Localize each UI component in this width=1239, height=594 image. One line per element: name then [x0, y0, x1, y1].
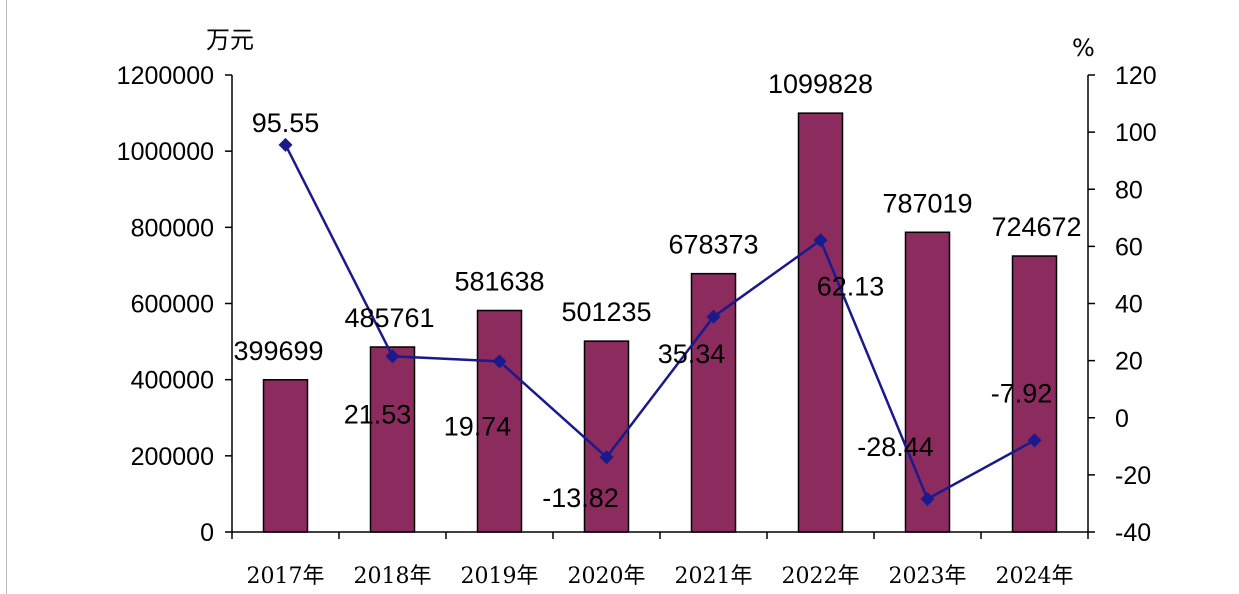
line-marker [278, 137, 293, 152]
left-axis-tick-label: 200000 [131, 443, 214, 471]
left-axis-tick-label: 800000 [131, 214, 214, 242]
line-value-label: 62.13 [817, 271, 885, 301]
growth-rate-line-series [278, 137, 1042, 506]
right-axis-tick-label: 40 [1115, 291, 1143, 319]
line-value-label: 19.74 [444, 411, 512, 441]
line-marker [385, 349, 400, 364]
bar-value-label: 678373 [668, 230, 758, 260]
right-axis-tick-label: 120 [1115, 62, 1157, 90]
bar-value-label: 787019 [882, 188, 972, 218]
line-value-label: -7.92 [991, 378, 1053, 408]
bar-value-label: 724672 [991, 212, 1081, 242]
line-value-label: 95.55 [252, 108, 320, 138]
right-axis-tick-label: -20 [1115, 462, 1151, 490]
right-axis-tick-label: 0 [1115, 405, 1129, 433]
right-axis-tick-label: -40 [1115, 519, 1151, 547]
bar-value-label: 399699 [233, 336, 323, 366]
x-axis-category-label: 2018年 [354, 564, 432, 589]
bar [262, 379, 309, 533]
line-value-label: 35.34 [658, 339, 726, 369]
line-value-label: -13.82 [542, 483, 619, 513]
data-labels: 399699 485761 581638 501235 678373 1099828 787… [233, 69, 1081, 513]
x-axis-category-label: 2024年 [996, 564, 1074, 589]
line-value-label: 21.53 [344, 399, 412, 429]
line-marker [706, 309, 721, 324]
right-axis-tick-label: 80 [1115, 176, 1143, 204]
left-axis-tick-label: 600000 [131, 291, 214, 319]
bar [369, 346, 416, 533]
line-value-label: -28.44 [857, 432, 934, 462]
right-axis-tick-label: 60 [1115, 233, 1143, 261]
bar [797, 112, 844, 533]
bar [476, 309, 523, 533]
x-axis-category-label: 2020年 [568, 564, 646, 589]
left-axis-tick-label: 0 [200, 519, 214, 547]
line-marker [599, 450, 614, 465]
right-axis-unit-label: % [1072, 34, 1095, 62]
right-axis-tick-label: 100 [1115, 119, 1157, 147]
axes: 0 200000 400000 600000 800000 1000000 1200000 -… [117, 62, 1157, 589]
left-axis-tick-label: 1000000 [117, 138, 214, 166]
bar [1011, 255, 1058, 533]
bar-value-label: 485761 [344, 303, 434, 333]
left-axis-tick-label: 400000 [131, 367, 214, 395]
bar-series [262, 112, 1058, 533]
line-marker [813, 233, 828, 248]
x-axis-category-label: 2017年 [247, 564, 325, 589]
bar-value-label: 1099828 [768, 69, 873, 99]
x-axis-category-label: 2022年 [782, 564, 860, 589]
right-axis-tick-label: 20 [1115, 348, 1143, 376]
x-axis-category-label: 2021年 [675, 564, 753, 589]
left-axis-unit-label: 万元 [206, 26, 254, 54]
x-axis-category-label: 2023年 [889, 564, 967, 589]
bar [904, 231, 951, 533]
growth-rate-line [284, 144, 1036, 501]
line-marker [920, 491, 935, 506]
left-frame-border [6, 0, 7, 594]
bar-value-label: 581638 [454, 266, 544, 296]
bar-value-label: 501235 [561, 297, 651, 327]
left-axis-tick-label: 1200000 [117, 62, 214, 90]
line-marker [492, 354, 507, 369]
x-axis-category-label: 2019年 [461, 564, 539, 589]
line-marker [1027, 433, 1042, 448]
